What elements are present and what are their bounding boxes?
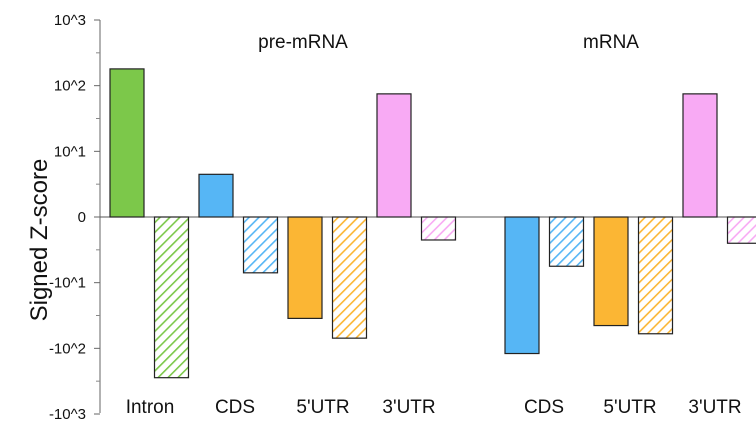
label-layer: pre-mRNA Intron CDS 5'UTR 3'UTR mRNA CDS 5'UTR 3… [126,32,742,418]
category-label: 3'UTR [382,397,435,418]
y-tick-label: -10^1 [49,275,86,292]
solid-bar-5utr [593,216,629,327]
bar-layer [109,68,756,379]
solid-bar-intron [109,68,145,218]
category-label: 3'UTR [688,397,741,418]
hatched-bar-cds [548,216,585,267]
y-tick-label: 10^1 [54,143,86,160]
hatched-bar-cds [242,216,279,274]
category-label: 5'UTR [603,397,656,418]
category-label: 5'UTR [296,397,349,418]
category-label: CDS [524,397,564,418]
hatched-bar-intron [153,216,190,379]
category-label: CDS [215,397,255,418]
solid-bar-cds [504,216,540,355]
group-title: mRNA [583,32,639,53]
solid-bar-3utr [682,93,718,218]
hatched-bar-5utr [637,216,674,335]
y-tick-label: 0 [78,209,86,226]
y-tick-label: 10^2 [54,78,86,95]
hatched-bar-3utr [726,216,756,244]
solid-bar-3utr [376,93,412,218]
solid-bar-5utr [287,216,323,319]
hatched-bar-5utr [331,216,368,339]
y-tick-label: -10^2 [49,340,86,357]
solid-bar-cds [198,173,234,218]
y-tick-label: -10^3 [49,406,86,421]
group-title: pre-mRNA [258,32,348,53]
y-tick-label: 10^3 [54,12,86,29]
category-label: Intron [126,397,175,418]
hatched-bar-3utr [420,216,457,241]
y-axis-title: Signed Z-score [26,159,53,322]
